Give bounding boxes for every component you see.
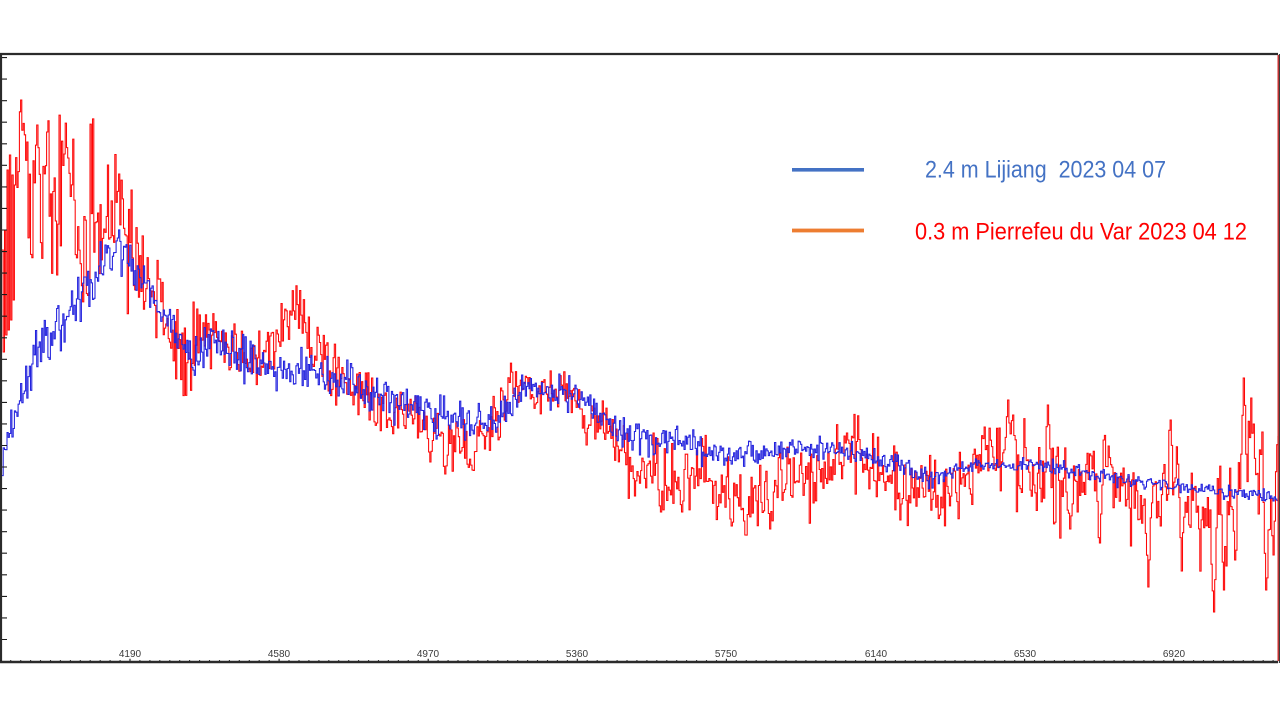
svg-text:4580: 4580 bbox=[268, 649, 291, 660]
svg-text:0.3 m Pierrefeu du Var 2023 04: 0.3 m Pierrefeu du Var 2023 04 12 bbox=[915, 219, 1247, 246]
svg-text:6920: 6920 bbox=[1163, 649, 1186, 660]
svg-text:2.4 m Lijiang 2023 04 07: 2.4 m Lijiang 2023 04 07 bbox=[925, 157, 1166, 184]
svg-text:5360: 5360 bbox=[566, 649, 589, 660]
svg-text:4190: 4190 bbox=[119, 649, 142, 660]
svg-text:6530: 6530 bbox=[1014, 649, 1037, 660]
svg-text:5750: 5750 bbox=[715, 649, 738, 660]
svg-text:4970: 4970 bbox=[417, 649, 440, 660]
svg-text:6140: 6140 bbox=[865, 649, 888, 660]
